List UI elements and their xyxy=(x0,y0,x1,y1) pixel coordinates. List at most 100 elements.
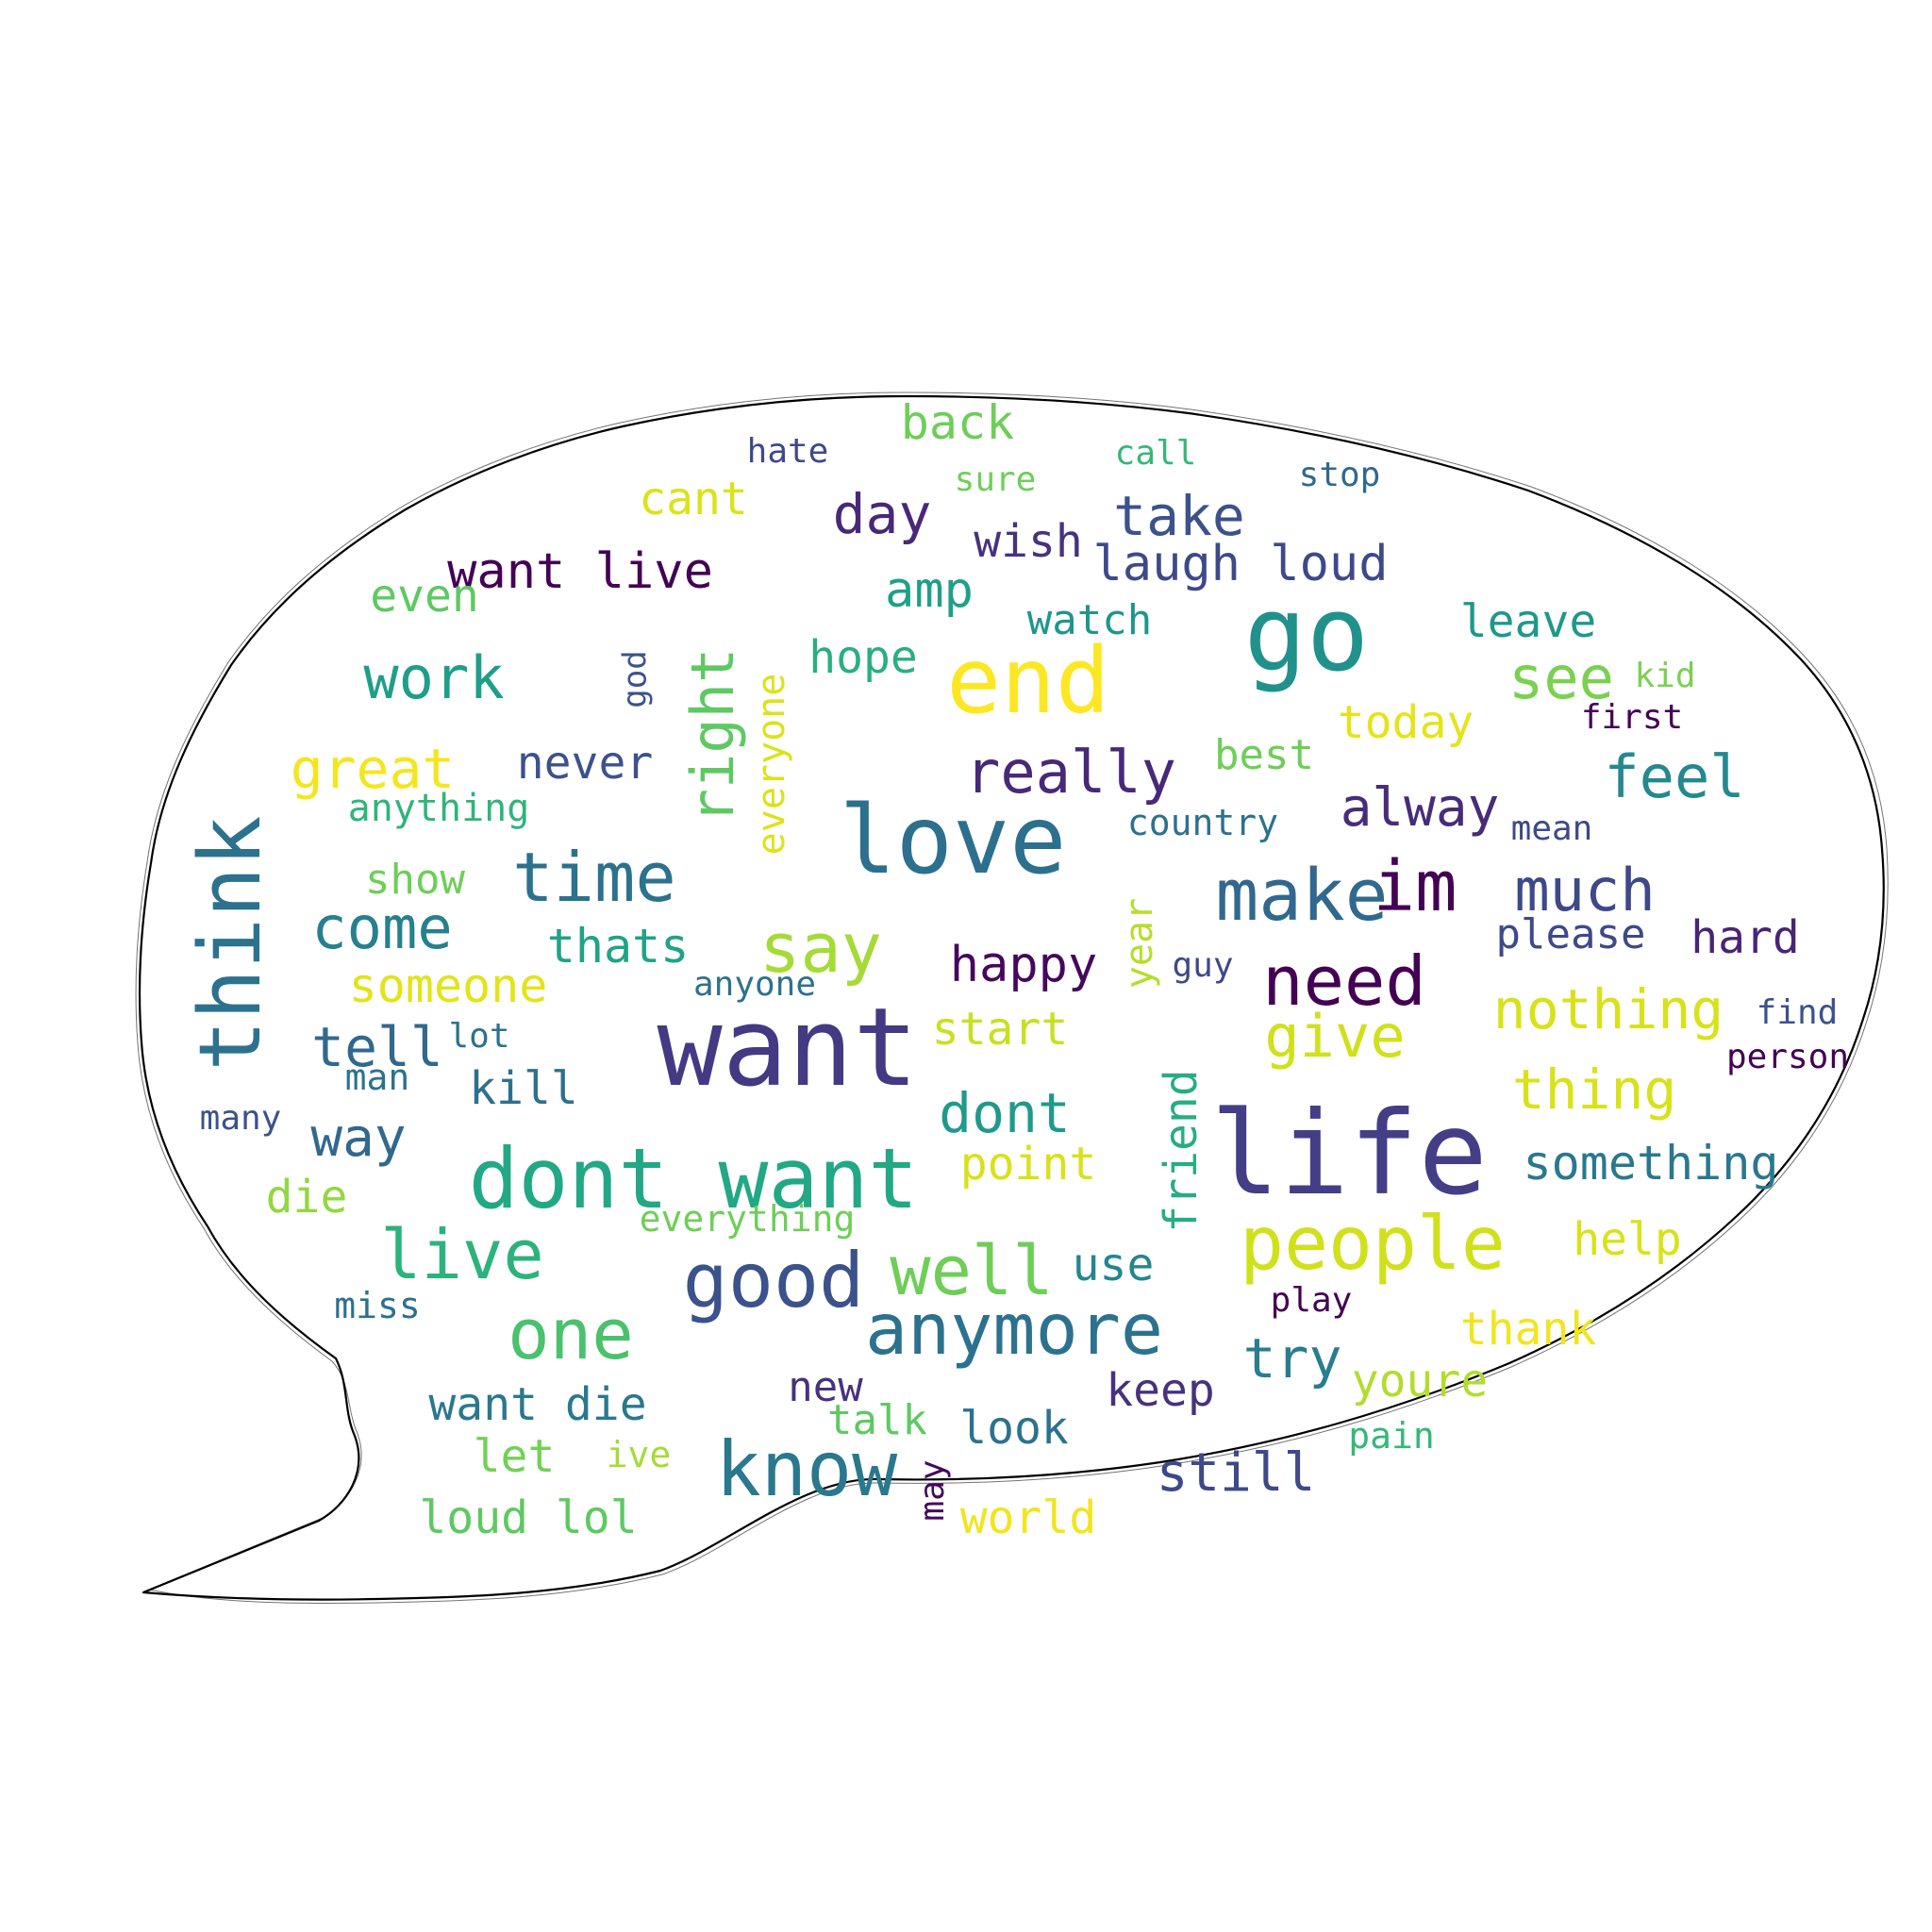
word-feel: feel xyxy=(1604,742,1744,811)
word-live: live xyxy=(380,1215,543,1294)
word-work: work xyxy=(363,643,504,712)
word-way: way xyxy=(310,1108,406,1169)
word-anything: anything xyxy=(348,787,530,830)
word-want-live: want live xyxy=(447,543,713,600)
word-leave: leave xyxy=(1460,595,1597,648)
word-come: come xyxy=(311,893,452,962)
word-nothing: nothing xyxy=(1493,977,1724,1041)
word-stop: stop xyxy=(1299,456,1381,494)
word-today: today xyxy=(1338,696,1474,749)
word-keep: keep xyxy=(1106,1364,1215,1417)
word-find: find xyxy=(1757,993,1839,1032)
word-god: god xyxy=(617,650,655,708)
word-new: new xyxy=(788,1363,863,1411)
word-talk: talk xyxy=(827,1396,927,1444)
word-go: go xyxy=(1244,574,1369,694)
word-everything: everything xyxy=(640,1198,856,1240)
word-laugh-loud: laugh loud xyxy=(1092,536,1388,592)
word-hate: hate xyxy=(747,432,829,471)
word-first: first xyxy=(1581,698,1683,737)
word-alway: alway xyxy=(1341,777,1500,839)
word-one: one xyxy=(508,1294,634,1375)
word-well: well xyxy=(890,1231,1053,1310)
word-thing: thing xyxy=(1512,1058,1677,1122)
word-see: see xyxy=(1508,643,1614,712)
word-dont: dont xyxy=(939,1081,1071,1145)
word-good: good xyxy=(683,1237,865,1324)
word-even: even xyxy=(370,570,479,623)
word-best: best xyxy=(1214,731,1314,779)
word-great: great xyxy=(291,737,456,801)
word-people: people xyxy=(1240,1202,1506,1287)
word-amp: amp xyxy=(885,562,974,619)
word-look: look xyxy=(959,1402,1069,1455)
word-hard: hard xyxy=(1690,911,1800,964)
word-something: something xyxy=(1524,1136,1779,1191)
speech-bubble-outline-inner xyxy=(135,391,1889,1605)
word-never: never xyxy=(517,737,654,790)
word-youre: youre xyxy=(1352,1355,1489,1407)
word-im: im xyxy=(1373,846,1457,927)
word-everyone: everyone xyxy=(750,674,793,856)
word-please: please xyxy=(1496,910,1646,958)
word-may: may xyxy=(913,1459,952,1521)
word-time: time xyxy=(512,838,675,917)
word-end: end xyxy=(946,628,1109,734)
word-dont-want: dont want xyxy=(469,1130,919,1227)
word-friend: friend xyxy=(1155,1069,1208,1232)
word-country: country xyxy=(1127,802,1278,843)
word-show: show xyxy=(365,856,465,904)
word-want: want xyxy=(658,985,919,1111)
word-start: start xyxy=(932,1003,1069,1056)
word-say: say xyxy=(759,908,882,988)
word-loud-lol: loud lol xyxy=(419,1491,637,1544)
word-take: take xyxy=(1113,484,1245,548)
words-layer: want life go love dont want end think people mak… xyxy=(181,395,1849,1544)
word-tell: tell xyxy=(311,1015,443,1079)
word-try: try xyxy=(1243,1326,1342,1391)
word-someone: someone xyxy=(349,958,548,1013)
word-guy: guy xyxy=(1172,946,1233,985)
word-anymore: anymore xyxy=(865,1288,1163,1371)
word-back: back xyxy=(901,395,1014,450)
word-many: many xyxy=(200,1099,282,1138)
speech-bubble-outline xyxy=(138,394,1885,1601)
word-give: give xyxy=(1264,1002,1405,1071)
word-point: point xyxy=(960,1138,1097,1191)
word-still: still xyxy=(1157,1442,1316,1504)
word-love: love xyxy=(840,785,1067,895)
word-let: let xyxy=(474,1430,556,1483)
word-lot: lot xyxy=(448,1017,509,1056)
word-miss: miss xyxy=(334,1285,421,1326)
word-need: need xyxy=(1262,941,1425,1021)
word-die: die xyxy=(266,1171,348,1224)
word-right: right xyxy=(678,648,747,824)
word-cant: cant xyxy=(639,473,748,525)
word-help: help xyxy=(1573,1213,1682,1266)
word-year: year xyxy=(1118,898,1161,989)
word-hope: hope xyxy=(808,631,918,684)
word-pain: pain xyxy=(1348,1415,1435,1457)
word-life: life xyxy=(1210,1087,1488,1221)
word-really: really xyxy=(965,738,1176,807)
word-thank: thank xyxy=(1460,1303,1597,1356)
word-think: think xyxy=(181,816,280,1072)
word-kill: kill xyxy=(469,1062,578,1115)
word-man: man xyxy=(345,1057,410,1098)
word-mean: mean xyxy=(1511,809,1593,848)
word-know: know xyxy=(716,1425,898,1513)
word-use: use xyxy=(1073,1239,1155,1291)
word-person: person xyxy=(1726,1038,1849,1076)
word-wish: wish xyxy=(974,515,1083,568)
word-kid: kid xyxy=(1634,657,1695,695)
word-play: play xyxy=(1271,1281,1353,1320)
word-want-die: want die xyxy=(428,1378,646,1431)
word-happy: happy xyxy=(950,937,1098,993)
word-much: much xyxy=(1514,856,1655,924)
word-call: call xyxy=(1115,434,1197,473)
word-anyone: anyone xyxy=(693,965,816,1004)
word-day: day xyxy=(833,482,932,546)
word-thats: thats xyxy=(547,919,690,974)
